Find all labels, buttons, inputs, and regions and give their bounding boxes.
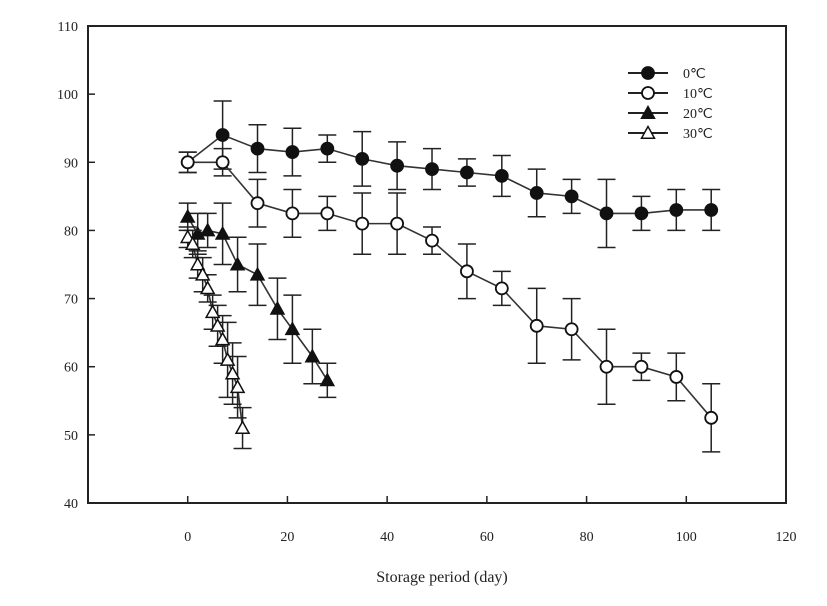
legend-marker <box>640 124 656 139</box>
data-point <box>460 165 474 180</box>
legend-label: 30℃ <box>683 127 713 142</box>
y-tick-label: 40 <box>64 497 78 512</box>
series-2 <box>178 202 337 399</box>
data-point <box>704 410 719 425</box>
legend-label: 20℃ <box>683 107 713 122</box>
data-point <box>224 365 241 380</box>
series-line <box>187 161 712 419</box>
data-point <box>214 225 231 240</box>
data-point <box>320 206 335 221</box>
data-point <box>180 155 195 170</box>
plot-frame <box>87 25 787 504</box>
x-tick-label: 80 <box>580 530 594 545</box>
series-3 <box>178 226 252 450</box>
data-point <box>529 318 544 333</box>
legend-label: 0℃ <box>683 67 706 82</box>
data-point <box>460 264 474 279</box>
data-point <box>425 162 439 177</box>
data-point <box>564 189 579 204</box>
data-point <box>285 145 300 159</box>
data-point <box>425 233 439 248</box>
data-point <box>494 169 509 183</box>
data-point <box>204 304 221 319</box>
data-point <box>599 206 614 221</box>
axes: 0 20 40 60 80 100 120 40 50 60 70 80 90 100 110 <box>57 20 797 545</box>
data-point <box>215 155 230 170</box>
x-tick-label: 120 <box>776 530 797 545</box>
data-point <box>390 158 405 173</box>
y-tick-label: 90 <box>64 156 78 171</box>
legend-label: 10℃ <box>683 87 713 102</box>
y-tick-label: 70 <box>64 293 78 308</box>
data-point <box>250 196 265 211</box>
data-point <box>599 359 614 374</box>
data-point <box>215 128 230 142</box>
data-point <box>194 266 211 281</box>
data-point <box>529 186 544 200</box>
x-tick-label: 100 <box>676 530 697 545</box>
x-tick-label: 0 <box>184 530 191 545</box>
data-point <box>219 351 236 366</box>
data-point <box>199 222 216 237</box>
data-point <box>179 208 196 223</box>
data-point <box>284 321 301 336</box>
data-point <box>199 280 216 295</box>
x-tick-label: 60 <box>480 530 494 545</box>
data-point <box>269 300 286 315</box>
data-point <box>229 256 246 271</box>
series-line <box>187 134 712 215</box>
legend: 0℃ 10℃ 20℃ 30℃ <box>628 66 713 142</box>
data-point <box>494 281 509 296</box>
data-point <box>390 216 405 231</box>
data-point <box>669 370 684 384</box>
data-point <box>564 322 579 337</box>
data-point <box>704 203 719 217</box>
data-point <box>214 331 231 346</box>
series-layer <box>178 100 721 453</box>
data-point <box>250 141 265 156</box>
series-0 <box>178 100 721 249</box>
data-point <box>209 317 226 332</box>
data-point <box>319 372 336 387</box>
legend-marker <box>641 66 655 80</box>
data-point <box>355 151 370 166</box>
x-axis-title: Storage period (day) <box>376 569 508 586</box>
data-point <box>234 419 251 434</box>
x-tick-label: 40 <box>380 530 394 545</box>
y-tick-label: 50 <box>64 429 78 444</box>
data-point <box>669 203 684 217</box>
data-point <box>304 348 321 363</box>
data-point <box>355 216 370 231</box>
y-tick-label: 110 <box>58 20 78 35</box>
y-tick-label: 80 <box>64 224 78 239</box>
data-point <box>634 359 649 374</box>
data-point <box>189 256 206 271</box>
y-tick-label: 100 <box>57 88 78 103</box>
y-tick-label: 60 <box>64 361 78 376</box>
data-point <box>249 266 266 281</box>
x-tick-label: 20 <box>280 530 294 545</box>
data-point <box>285 206 300 221</box>
legend-marker <box>641 86 655 100</box>
data-point <box>320 141 335 156</box>
data-point <box>634 206 649 221</box>
series-1 <box>178 147 721 453</box>
legend-marker <box>640 104 656 119</box>
data-point <box>184 236 201 251</box>
data-point <box>229 379 246 394</box>
